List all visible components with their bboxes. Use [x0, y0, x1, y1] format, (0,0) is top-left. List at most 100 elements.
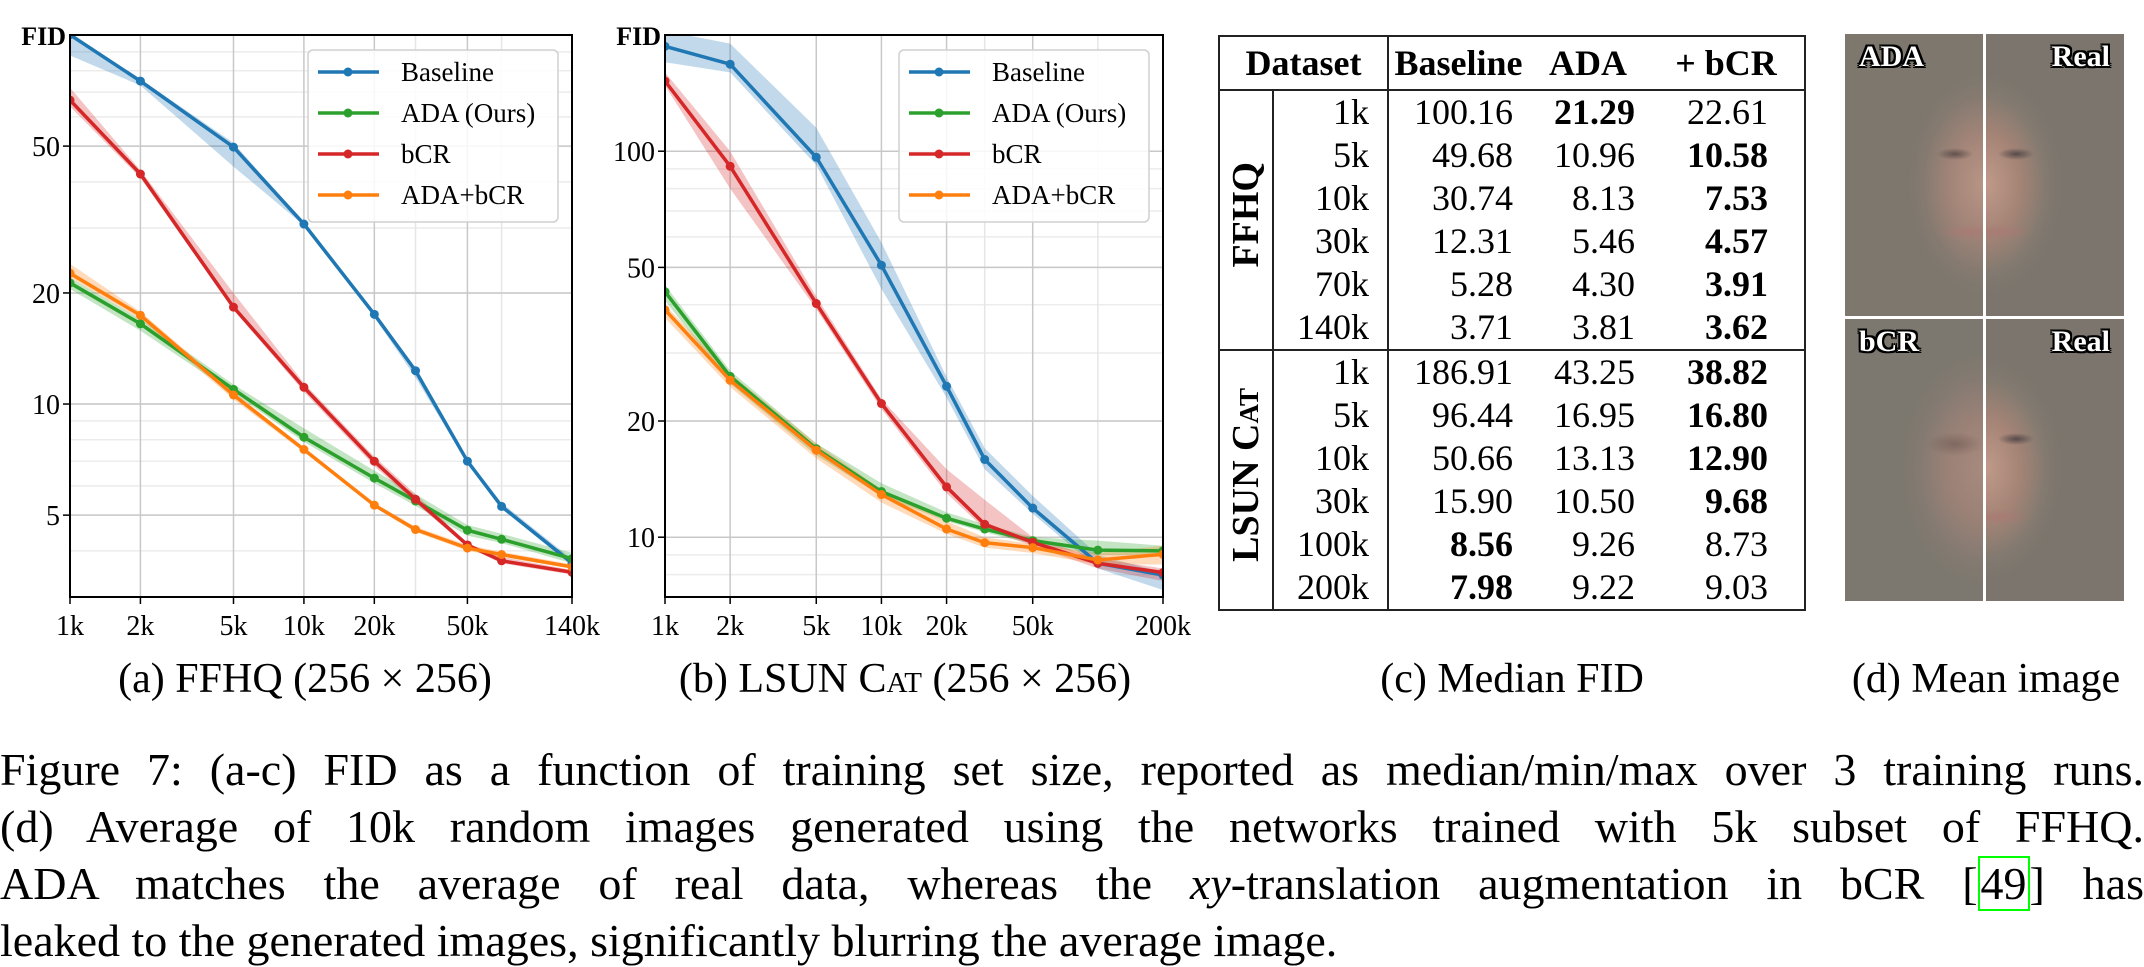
data-point [811, 152, 821, 162]
data-point [942, 524, 952, 534]
table-row: 10k 30.74 8.13 7.53 [1219, 177, 1805, 220]
data-point [1093, 545, 1103, 555]
data-point [299, 445, 309, 455]
citation-link[interactable]: 49 [1977, 856, 2030, 911]
dataset-group-cell: LSUN Cat [1219, 349, 1274, 610]
cell-baseline: 3.71 [1450, 307, 1513, 347]
subcaption-b-suffix: (256 × 256) [921, 656, 1132, 702]
data-point [725, 375, 735, 385]
mean-image-ada: ADA [1845, 34, 1983, 316]
data-point [980, 454, 990, 464]
table-row: 5k 49.68 10.96 10.58 [1219, 134, 1805, 177]
cell-baseline: 100.16 [1414, 92, 1513, 132]
cell-size: 100k [1273, 523, 1389, 566]
subcaption-b-name: LSUN Cat [738, 656, 922, 702]
cell-ada: 10.50 [1554, 481, 1635, 521]
table-row: 10k 50.66 13.13 12.90 [1219, 437, 1805, 480]
data-point [665, 305, 670, 315]
cell-size: 30k [1273, 480, 1389, 523]
data-point [1093, 555, 1103, 565]
cell-bcr: 16.80 [1687, 395, 1768, 435]
data-point [369, 473, 379, 483]
table-row: 5k 96.44 16.95 16.80 [1219, 394, 1805, 437]
data-point [299, 432, 309, 442]
table-row: LSUN Cat 1k 186.91 43.25 38.82 [1219, 349, 1805, 610]
subcaption-c: (c) Median FID [1380, 656, 1644, 702]
x-tick-label: 200k [1135, 611, 1191, 642]
caption-line-3: ADA matches the average of real data, wh… [0, 856, 2144, 911]
cell-bcr: 4.57 [1705, 221, 1768, 261]
caption-text: ADA matches the average of real data, wh… [0, 858, 1190, 909]
data-point [228, 390, 238, 400]
cell-ada: 9.22 [1572, 567, 1635, 607]
data-point [497, 534, 507, 544]
legend-box [307, 49, 559, 223]
cell-size: 10k [1273, 437, 1389, 480]
data-point [70, 95, 75, 105]
legend-label: ADA+bCR [401, 180, 524, 210]
cell-bcr: 9.03 [1705, 567, 1768, 607]
data-point [980, 538, 990, 548]
cell-bcr: 22.61 [1687, 92, 1768, 132]
caption-text: -translation augmentation in bCR [ [1230, 858, 1978, 909]
data-point [70, 278, 75, 288]
cell-size: 140k [1273, 306, 1389, 350]
cell-bcr: 38.82 [1648, 349, 1805, 394]
data-point [942, 513, 952, 523]
x-tick-label: 50k [1012, 611, 1054, 642]
chart-lsun-cat: 1k 2k 5k 10k 20k 50k 200k 10 20 50 100 FID Baseline A… [613, 22, 1191, 642]
cell-size: 30k [1273, 220, 1389, 263]
y-tick-label: 10 [32, 390, 60, 421]
subcaption-b: (b) LSUN Cat (256 × 256) [679, 655, 1131, 703]
series-line-3 [70, 271, 572, 569]
mean-image-real-bottom: Real [1986, 319, 2124, 601]
cell-size: 1k [1273, 349, 1389, 394]
cell-ada: 13.13 [1554, 438, 1635, 478]
y-tick-label: 50 [32, 132, 60, 163]
dataset-group-label: FFHQ [1225, 162, 1267, 268]
y-tick-label: 5 [46, 501, 60, 532]
table-header-row: Dataset Baseline ADA + bCR [1219, 36, 1805, 91]
data-point [369, 456, 379, 466]
subcaption-b-prefix: (b) [678, 656, 739, 702]
data-point [942, 381, 952, 391]
data-point [497, 550, 507, 560]
axes-frame [664, 34, 1164, 598]
data-point [725, 161, 735, 171]
cell-ada: 8.13 [1572, 178, 1635, 218]
cell-ada: 5.46 [1572, 221, 1635, 261]
data-point [411, 525, 421, 535]
cell-baseline: 15.90 [1432, 481, 1513, 521]
caption-line-1: Figure 7: (a-c) FID as a function of tra… [0, 744, 2144, 795]
y-axis-label: FID [21, 22, 66, 51]
x-tick-label: 10k [860, 611, 902, 642]
cell-baseline: 5.28 [1450, 264, 1513, 304]
x-tick-label: 1k [56, 611, 84, 642]
data-point [1028, 503, 1038, 513]
x-tick-label: 10k [283, 611, 325, 642]
data-point [665, 287, 670, 297]
series-band-1 [665, 285, 1163, 555]
legend-marker [343, 149, 353, 159]
cell-baseline: 50.66 [1432, 438, 1513, 478]
data-point [228, 142, 238, 152]
x-tick-label: 20k [353, 611, 395, 642]
cell-bcr: 8.73 [1705, 524, 1768, 564]
data-point [876, 260, 886, 270]
legend: Baseline ADA (Ours) bCR ADA+bCR [307, 49, 559, 223]
data-point [70, 35, 75, 40]
header-ada: ADA [1528, 36, 1648, 91]
data-point [876, 490, 886, 500]
x-tick-label: 5k [219, 611, 247, 642]
cell-baseline: 12.31 [1432, 221, 1513, 261]
data-point [462, 456, 472, 466]
data-point [567, 562, 572, 572]
cell-ada: 9.26 [1572, 524, 1635, 564]
x-tick-label: 50k [446, 611, 488, 642]
data-point [462, 543, 472, 553]
cell-bcr: 3.91 [1705, 264, 1768, 304]
cell-size: 70k [1273, 263, 1389, 306]
legend-marker [343, 67, 353, 77]
y-tick-label: 10 [627, 523, 655, 554]
legend-label: bCR [401, 139, 451, 169]
